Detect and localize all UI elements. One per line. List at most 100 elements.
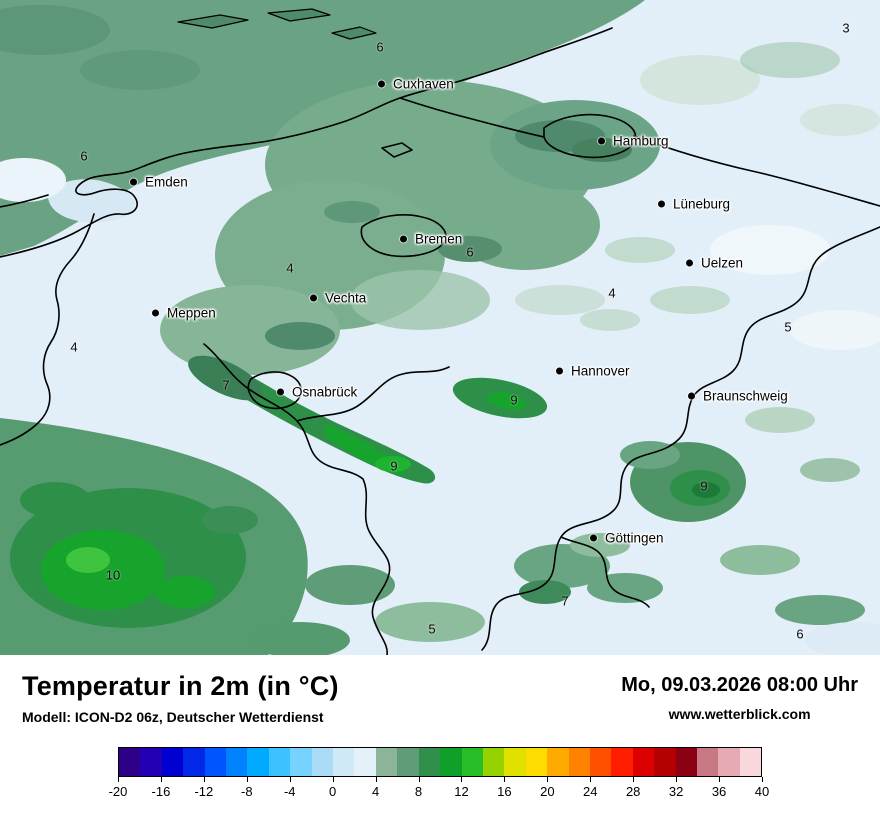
city-label: Lüneburg	[673, 196, 731, 212]
city-marker: Hannover	[556, 364, 630, 379]
city-label: Meppen	[167, 305, 216, 321]
colorbar-tick-label: 32	[668, 784, 684, 799]
colorbar-cell	[226, 748, 248, 776]
colorbar-cell	[247, 748, 269, 776]
colorbar-tick: 28	[626, 777, 640, 799]
city-marker: Hamburg	[598, 134, 669, 149]
city-marker: Bremen	[400, 232, 462, 247]
colorbar-cell	[461, 748, 483, 776]
city-dot-icon	[688, 392, 695, 400]
website-link[interactable]: www.wetterblick.com	[668, 706, 811, 722]
colorbar-tick-label: -4	[283, 784, 296, 799]
colorbar-tick-label: 20	[540, 784, 555, 799]
city-label: Bremen	[415, 231, 463, 247]
temperature-value: 6	[466, 244, 474, 260]
colorbar-cell	[696, 748, 719, 776]
temperature-value: 4	[70, 339, 78, 355]
colorbar-cell	[140, 748, 162, 776]
colorbar-gradient	[118, 747, 762, 777]
city-dot-icon	[152, 309, 159, 317]
colorbar: -20 -16 -12 -8 -4 0 4 8 12 16 20 24 28 32 36 40	[109, 747, 769, 805]
colorbar-cell	[119, 748, 141, 776]
colorbar-cell	[611, 748, 633, 776]
colorbar-cell	[589, 748, 612, 776]
colorbar-tick-label: 36	[711, 784, 727, 799]
colorbar-tick: 24	[583, 777, 598, 799]
temperature-value: 6	[376, 39, 384, 55]
city-dot-icon	[686, 259, 693, 267]
temperature-value: 3	[842, 20, 850, 36]
city-label: Emden	[145, 174, 188, 190]
colorbar-tick: 32	[669, 777, 683, 799]
city-dot-icon	[590, 534, 597, 542]
temperature-value: 6	[796, 626, 804, 642]
city-dot-icon	[658, 200, 665, 208]
colorbar-tick-label: 40	[754, 784, 770, 799]
city-dot-icon	[400, 235, 407, 243]
colorbar-tick-label: -20	[108, 784, 128, 799]
city-marker: Braunschweig	[688, 389, 788, 404]
colorbar-tick-label: 24	[583, 784, 598, 799]
colorbar-cell	[333, 748, 355, 776]
temperature-value: 7	[561, 593, 569, 609]
city-label: Braunschweig	[703, 388, 788, 404]
city-marker: Lüneburg	[658, 197, 730, 212]
colorbar-cell	[504, 748, 526, 776]
colorbar-tick: 0	[329, 777, 336, 799]
map-overlay: Cuxhaven Hamburg Emden Lüneburg Bremen Uelzen…	[70, 20, 850, 642]
colorbar-tick-label: 16	[497, 784, 512, 799]
colorbar-tick: -20	[109, 777, 127, 799]
temperature-value: 7	[222, 377, 230, 393]
colorbar-cell	[183, 748, 205, 776]
temperature-value: 9	[510, 392, 518, 408]
colorbar-tick-label: 28	[625, 784, 641, 799]
colorbar-tick: -16	[152, 777, 170, 799]
colorbar-cell	[397, 748, 419, 776]
city-label: Hannover	[571, 363, 630, 379]
temperature-value: 5	[784, 319, 792, 335]
colorbar-tick: 20	[540, 777, 555, 799]
colorbar-cell	[418, 748, 441, 776]
colorbar-tick: 12	[454, 777, 469, 799]
colorbar-cell	[375, 748, 398, 776]
city-label: Osnabrück	[292, 384, 358, 400]
city-dot-icon	[556, 367, 563, 375]
footer-header: Temperatur in 2m (in °C) Modell: ICON-D2…	[22, 671, 858, 725]
city-label: Uelzen	[701, 255, 744, 271]
page-title: Temperatur in 2m (in °C)	[22, 671, 339, 701]
colorbar-tick: 16	[497, 777, 512, 799]
city-label: Göttingen	[605, 530, 664, 546]
colorbar-cell	[654, 748, 676, 776]
temperature-value: 6	[80, 148, 88, 164]
colorbar-cell	[268, 748, 291, 776]
city-dot-icon	[378, 80, 385, 88]
colorbar-cell	[311, 748, 334, 776]
colorbar-tick: 36	[712, 777, 726, 799]
city-marker: Emden	[130, 175, 188, 190]
city-label: Cuxhaven	[393, 76, 454, 92]
footer-left: Temperatur in 2m (in °C) Modell: ICON-D2…	[22, 671, 339, 725]
map-canvas: Cuxhaven Hamburg Emden Lüneburg Bremen Uelzen…	[0, 0, 880, 655]
temperature-value: 10	[105, 567, 121, 583]
colorbar-tick-label: -12	[194, 784, 214, 799]
city-label: Hamburg	[613, 133, 669, 149]
city-marker: Uelzen	[686, 256, 743, 271]
colorbar-tick: 4	[372, 777, 379, 799]
colorbar-tick-label: -8	[241, 784, 253, 799]
colorbar-tick: 40	[755, 777, 769, 799]
city-dot-icon	[598, 137, 605, 145]
colorbar-cell	[675, 748, 697, 776]
colorbar-tick-label: 0	[329, 784, 337, 799]
city-marker: Vechta	[310, 291, 366, 306]
temperature-field-map	[0, 0, 880, 655]
temperature-value: 4	[286, 260, 294, 276]
city-marker: Meppen	[152, 306, 216, 321]
colorbar-ticks: -20 -16 -12 -8 -4 0 4 8 12 16 20 24 28 32 36 40	[109, 777, 769, 805]
colorbar-cell	[632, 748, 655, 776]
forecast-datetime: Mo, 09.03.2026 08:00 Uhr	[621, 674, 858, 696]
colorbar-tick-label: 12	[454, 784, 469, 799]
footer-right: Mo, 09.03.2026 08:00 Uhr www.wetterblick…	[621, 671, 858, 722]
temperature-value: 9	[700, 478, 708, 494]
city-dot-icon	[130, 178, 137, 186]
